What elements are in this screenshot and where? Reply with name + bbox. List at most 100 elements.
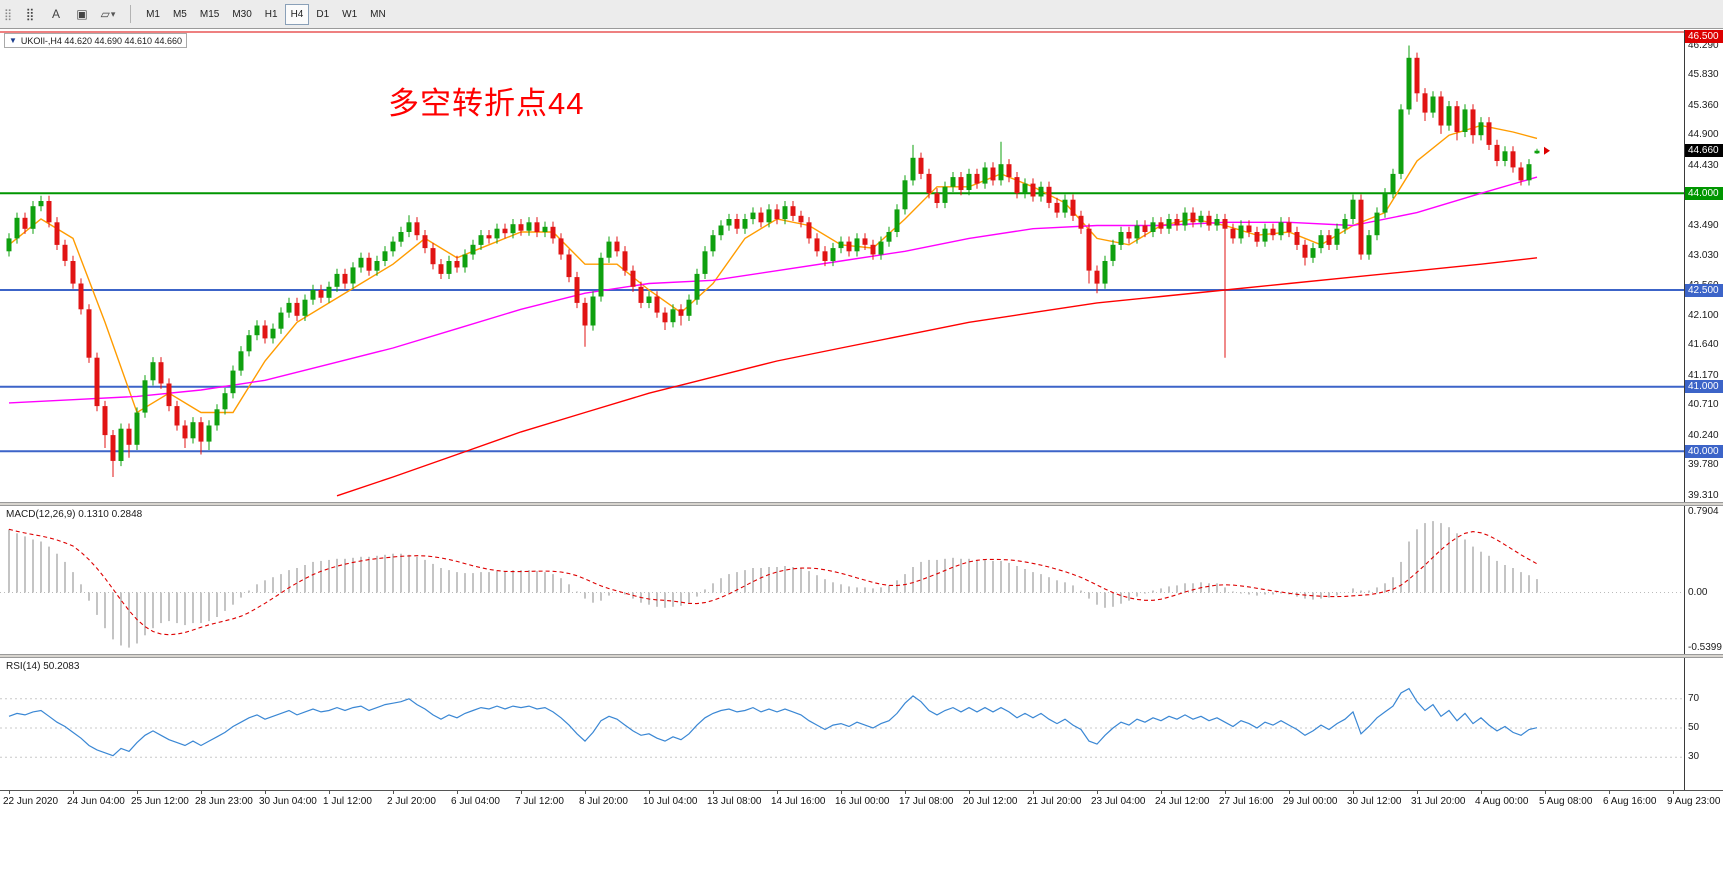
price-chart[interactable] (0, 30, 1684, 502)
time-label: 1 Jul 12:00 (323, 796, 372, 807)
time-tick (457, 791, 458, 794)
time-label: 9 Aug 23:00 (1667, 796, 1721, 807)
toolbar-drag-handle-button[interactable]: ⣿ (17, 3, 43, 25)
time-tick (73, 791, 74, 794)
time-label: 6 Aug 16:00 (1603, 796, 1657, 807)
rsi-tick-label: 30 (1688, 751, 1700, 762)
price-tick-label: 40.710 (1688, 399, 1719, 410)
drawing-tools-icon: ▱ (100, 7, 110, 21)
time-tick (521, 791, 522, 794)
time-tick (905, 791, 906, 794)
macd-tick-label: 0.7904 (1688, 506, 1719, 517)
time-tick (841, 791, 842, 794)
time-tick (1225, 791, 1226, 794)
price-axis-rsi[interactable]: 70 50 30 (1684, 658, 1723, 790)
time-tick (393, 791, 394, 794)
chart-annotation-text: 多空转折点44 (388, 86, 585, 121)
time-tick (1289, 791, 1290, 794)
macd-chart[interactable] (0, 506, 1684, 654)
tool-icons-group: ⣿ A ▣ ▱ ▾ (17, 3, 121, 25)
macd-histogram (8, 521, 1538, 648)
time-label: 17 Jul 08:00 (899, 796, 954, 807)
timeframe-button-mn[interactable]: MN (364, 4, 392, 25)
time-label: 29 Jul 00:00 (1283, 796, 1338, 807)
timeframe-button-d1[interactable]: D1 (310, 4, 335, 25)
price-tick-label: 41.640 (1688, 339, 1719, 350)
time-tick (9, 791, 10, 794)
candles-series (6, 45, 1540, 477)
macd-label: MACD(12,26,9) 0.1310 0.2848 (6, 509, 143, 520)
time-label: 23 Jul 04:00 (1091, 796, 1146, 807)
price-tick-label: 43.030 (1688, 250, 1719, 261)
text-label-tool-button[interactable]: A (43, 3, 69, 25)
timeframe-button-m1[interactable]: M1 (140, 4, 166, 25)
rsi-line (8, 687, 1538, 757)
time-label: 25 Jun 12:00 (131, 796, 189, 807)
time-label: 21 Jul 20:00 (1027, 796, 1082, 807)
timeframe-buttons-group: M1 M5 M15 M30 H1 H4 D1 W1 MN (140, 3, 392, 25)
collapse-arrow-icon[interactable]: ▼ (9, 35, 17, 45)
level-price-badge: 44.000 (1685, 187, 1723, 200)
macd-signal-line (8, 528, 1538, 636)
symbol-ohlc-badge[interactable]: ▼ UKOIl-,H4 44.620 44.690 44.610 44.660 (4, 33, 188, 48)
time-label: 8 Jul 20:00 (579, 796, 628, 807)
ma-slow-red (336, 257, 1538, 497)
time-label: 13 Jul 08:00 (707, 796, 762, 807)
level-price-badge: 42.500 (1685, 284, 1723, 297)
price-tick-label: 40.240 (1688, 430, 1719, 441)
price-axis-macd[interactable]: 0.7904 0.00 -0.5399 (1684, 506, 1723, 654)
time-label: 30 Jul 12:00 (1347, 796, 1402, 807)
time-label: 7 Jul 12:00 (515, 796, 564, 807)
price-axis-main[interactable]: 46.29045.83045.36044.90044.43043.96043.4… (1684, 30, 1723, 502)
time-label: 2 Jul 20:00 (387, 796, 436, 807)
time-label: 14 Jul 16:00 (771, 796, 826, 807)
text-box-tool-icon: ▣ (76, 7, 88, 21)
macd-tick-label: 0.00 (1688, 587, 1708, 598)
time-tick (201, 791, 202, 794)
time-tick (777, 791, 778, 794)
macd-panel: MACD(12,26,9) 0.1310 0.2848 (0, 506, 1684, 654)
time-axis[interactable]: 22 Jun 2020 24 Jun 04:00 25 Jun 12:00 28 Ju… (0, 790, 1723, 816)
rsi-tick-label: 50 (1688, 722, 1700, 733)
timeframe-button-h4[interactable]: H4 (284, 3, 310, 25)
timeframe-button-m5[interactable]: M5 (167, 4, 193, 25)
time-tick (329, 791, 330, 794)
price-tick-label: 44.900 (1688, 129, 1719, 140)
time-tick (1609, 791, 1610, 794)
time-label: 5 Aug 08:00 (1539, 796, 1593, 807)
rsi-panel: RSI(14) 50.2083 (0, 658, 1684, 790)
timeframe-button-h1[interactable]: H1 (259, 4, 284, 25)
time-label: 27 Jul 16:00 (1219, 796, 1274, 807)
level-price-badge: 46.500 (1685, 30, 1723, 43)
time-label: 16 Jul 00:00 (835, 796, 890, 807)
text-label-tool-icon: A (52, 7, 61, 21)
last-price-arrow-icon (1544, 146, 1550, 155)
main-chart-panel: ▼ UKOIl-,H4 44.620 44.690 44.610 44.660 … (0, 30, 1684, 502)
panel-separator[interactable] (0, 654, 1723, 658)
time-tick (1353, 791, 1354, 794)
panel-separator[interactable] (0, 502, 1723, 506)
timeframe-button-m15[interactable]: M15 (194, 4, 225, 25)
time-label: 22 Jun 2020 (3, 796, 59, 807)
price-tick-label: 45.830 (1688, 69, 1719, 80)
time-tick (1673, 791, 1674, 794)
timeframe-button-m30[interactable]: M30 (226, 4, 257, 25)
price-tick-label: 39.310 (1688, 490, 1719, 501)
time-label: 20 Jul 12:00 (963, 796, 1018, 807)
price-tick-label: 42.100 (1688, 310, 1719, 321)
drawing-tools-button[interactable]: ▱ ▾ (95, 3, 121, 25)
timeframe-button-w1[interactable]: W1 (336, 4, 363, 25)
text-box-tool-button[interactable]: ▣ (69, 3, 95, 25)
level-price-badge: 40.000 (1685, 445, 1723, 458)
chevron-down-icon[interactable]: ▾ (110, 8, 116, 19)
toolbar-drag-handle-icon[interactable]: ⣿ (4, 8, 12, 21)
macd-tick-label: -0.5399 (1688, 642, 1722, 653)
time-tick (969, 791, 970, 794)
toolbar-drag-handle-icon: ⣿ (25, 7, 35, 21)
price-tick-label: 44.430 (1688, 160, 1719, 171)
time-tick (1097, 791, 1098, 794)
rsi-chart[interactable] (0, 658, 1684, 790)
time-label: 28 Jun 23:00 (195, 796, 253, 807)
time-label: 4 Aug 00:00 (1475, 796, 1529, 807)
time-label: 10 Jul 04:00 (643, 796, 698, 807)
